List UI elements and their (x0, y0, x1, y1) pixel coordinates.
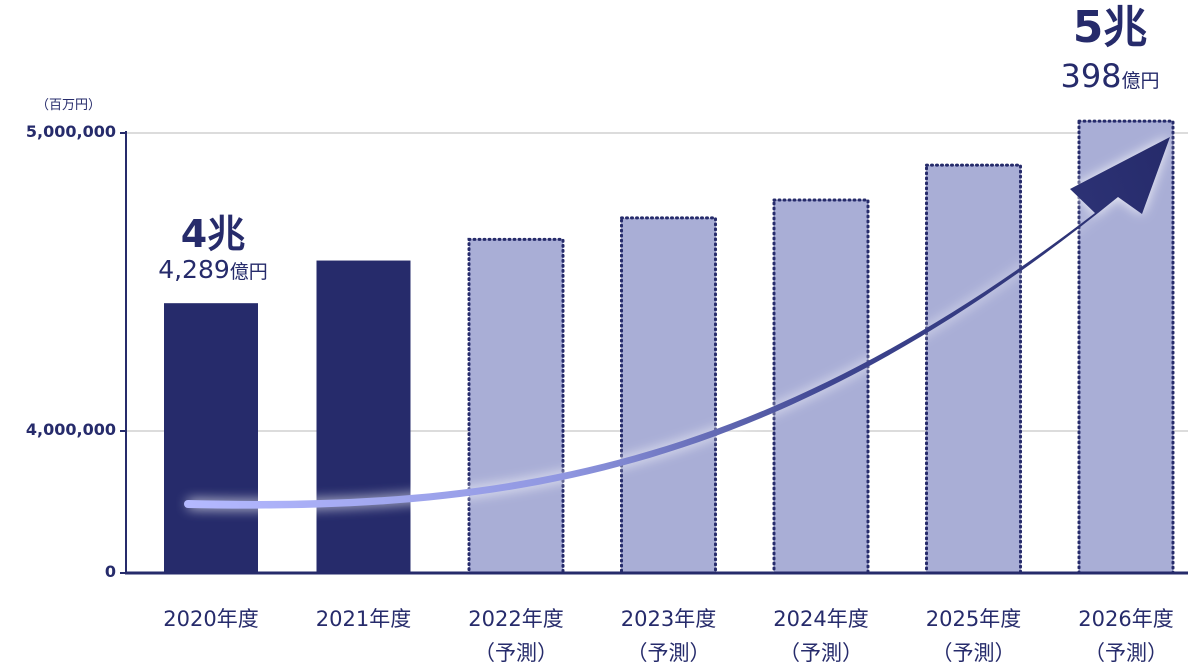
x-tick-label-note: （予測） (626, 641, 711, 665)
y-tick-label: 0 (104, 562, 116, 581)
x-tick-label-year: 2023年度 (620, 607, 717, 631)
callout-2026-unit: 億円 (1121, 70, 1160, 92)
callout-2020-unit: 億円 (229, 261, 268, 283)
x-tick-label-note: （予測） (474, 641, 558, 665)
x-tick-label-year: 2026年度 (1078, 607, 1174, 631)
trend-arrow (184, 137, 1170, 509)
callout-2020: 4兆 4,289億円 (138, 215, 288, 282)
x-tick-label-year: 2024年度 (773, 607, 869, 631)
bars (164, 119, 1175, 575)
bar-2023年度 (620, 216, 717, 575)
x-tick-label-note: （予測） (1084, 641, 1168, 665)
bar-2022年度 (467, 237, 565, 575)
y-axis-unit-label: （百万円） (36, 98, 102, 113)
x-tick-label: 2023年度 （予測） (594, 602, 744, 670)
callout-2026: 5兆 398億円 (1032, 2, 1188, 95)
bar-2020年度 (164, 303, 258, 573)
callout-2026-trillion: 5兆 (1072, 2, 1148, 53)
bar-2021年度 (316, 260, 411, 573)
x-tick-label-note: （予測） (931, 641, 1016, 665)
callout-2020-trillion: 4兆 (180, 212, 246, 256)
x-tick-label: 2024年度 （予測） (746, 602, 896, 670)
y-tick-label: 5,000,000 (25, 122, 116, 141)
x-tick-label: 2021年度 (289, 602, 439, 636)
trend-arrow-tail (184, 500, 192, 508)
x-tick-label: 2025年度 （予測） (899, 602, 1049, 670)
x-tick-label-note: （予測） (779, 641, 863, 665)
x-tick-label-year: 2022年度 (468, 607, 564, 631)
x-tick-label-year: 2020年度 (163, 607, 259, 631)
x-tick-label: 2026年度 （予測） (1051, 602, 1188, 670)
x-tick-label-year: 2025年度 (925, 607, 1022, 631)
callout-2020-number: 4,289 (158, 255, 230, 284)
callout-2026-number: 398 (1060, 57, 1122, 95)
y-tick-label: 4,000,000 (25, 420, 116, 439)
bar-2025年度 (925, 163, 1022, 575)
axes (120, 131, 1188, 575)
x-tick-label-year: 2021年度 (315, 607, 412, 631)
x-tick-label: 2020年度 (136, 602, 286, 636)
x-tick-label: 2022年度 （予測） (441, 602, 591, 670)
